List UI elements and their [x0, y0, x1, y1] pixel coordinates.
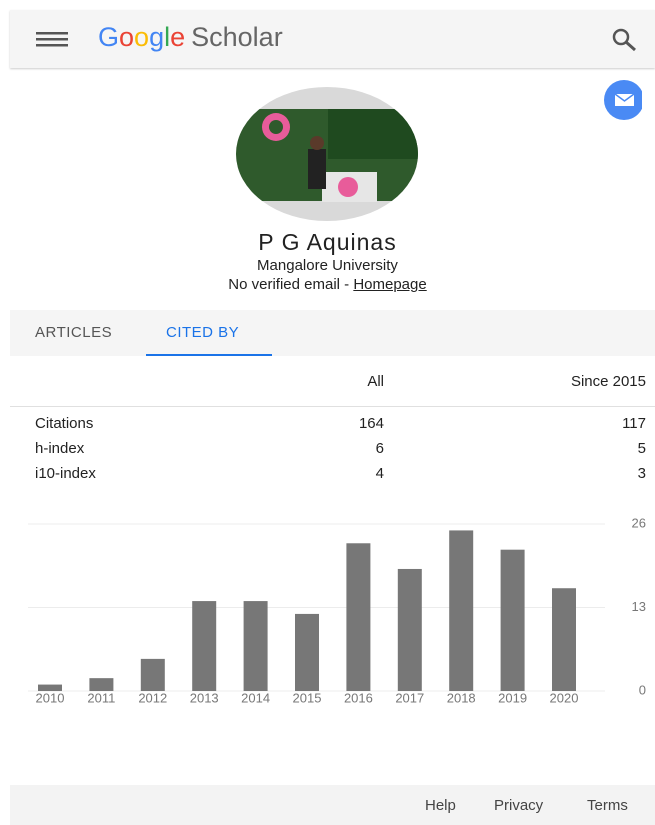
- metric-label: i10-index: [35, 465, 96, 482]
- bar: [346, 543, 370, 691]
- metric-all: 164: [284, 415, 384, 432]
- profile-name: P G Aquinas: [0, 229, 655, 256]
- y-tick-label: 26: [632, 515, 646, 530]
- metric-label: Citations: [35, 415, 93, 432]
- tab-bar: ARTICLES CITED BY: [10, 310, 655, 356]
- email-status: No verified email -: [228, 276, 353, 293]
- metric-label: h-index: [35, 440, 84, 457]
- divider: [10, 406, 655, 407]
- x-tick-label: 2011: [87, 690, 115, 705]
- footer-privacy[interactable]: Privacy: [494, 797, 543, 814]
- bar: [501, 550, 525, 691]
- search-button[interactable]: [611, 27, 639, 53]
- column-header: All: [284, 373, 384, 390]
- bar: [552, 588, 576, 691]
- logo-google: Google: [98, 22, 185, 52]
- x-tick-label: 2020: [550, 690, 579, 705]
- logo-scholar: Scholar: [191, 22, 283, 52]
- y-tick-label: 13: [632, 599, 646, 614]
- x-tick-label: 2015: [293, 690, 322, 705]
- bar: [89, 678, 113, 691]
- bar: [449, 530, 473, 691]
- profile-email: No verified email - Homepage: [0, 276, 655, 293]
- x-tick-label: 2010: [36, 690, 65, 705]
- x-tick-label: 2014: [241, 690, 270, 705]
- bar: [244, 601, 268, 691]
- tab-cited-by[interactable]: CITED BY: [166, 324, 239, 341]
- email-button[interactable]: [592, 80, 642, 122]
- metric-all: 6: [284, 440, 384, 457]
- metric-since: 5: [496, 440, 646, 457]
- x-tick-label: 2016: [344, 690, 373, 705]
- footer-help[interactable]: Help: [425, 797, 456, 814]
- bar: [192, 601, 216, 691]
- x-tick-label: 2017: [395, 690, 424, 705]
- x-tick-label: 2018: [447, 690, 476, 705]
- x-tick-label: 2013: [190, 690, 219, 705]
- metric-since: 117: [496, 415, 646, 432]
- citation-chart: 0 13 26 2010 2011 2012 2013 2014 2015 2016 2017 201…: [0, 500, 655, 715]
- profile-affiliation: Mangalore University: [0, 257, 655, 274]
- column-header: Since 2015: [496, 373, 646, 390]
- menu-button[interactable]: [36, 30, 70, 48]
- footer: Help Privacy Terms: [10, 785, 655, 825]
- tab-articles[interactable]: ARTICLES: [35, 324, 112, 341]
- metric-all: 4: [284, 465, 384, 482]
- metric-since: 3: [496, 465, 646, 482]
- bar: [295, 614, 319, 691]
- profile-photo: [236, 87, 418, 222]
- x-tick-label: 2012: [138, 690, 167, 705]
- footer-terms[interactable]: Terms: [587, 797, 628, 814]
- page: GoogleScholar P G Aquinas Mangalore Univ…: [0, 0, 655, 825]
- homepage-link[interactable]: Homepage: [353, 276, 426, 293]
- bar: [398, 569, 422, 691]
- tab-indicator: [146, 354, 272, 356]
- y-tick-label: 0: [639, 682, 646, 697]
- bar: [141, 659, 165, 691]
- x-tick-label: 2019: [498, 690, 527, 705]
